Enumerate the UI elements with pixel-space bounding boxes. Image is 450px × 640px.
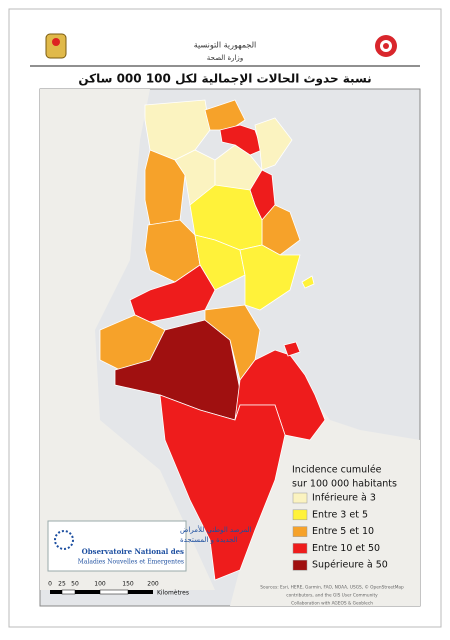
legend-swatch xyxy=(292,492,308,504)
scale-label: 200 xyxy=(147,581,159,588)
observatory-logo-box xyxy=(47,520,187,572)
tunisia-emblem xyxy=(45,33,67,59)
legend-label: Supérieure à 50 xyxy=(312,560,388,571)
scale-label: 0 xyxy=(48,581,52,588)
governorate xyxy=(219,124,263,156)
legend-swatch xyxy=(292,543,308,554)
map-title: نسبة حدوث الحالات الإجمالية لكل 100 000 … xyxy=(78,72,371,87)
logo-french: Maladies Nouvelles et Emergentes xyxy=(78,559,184,566)
sources: Sources: Esri, HERE, Garmin, FAO, NOAA, … xyxy=(260,584,404,607)
legend-label: Entre 3 et 5 xyxy=(312,509,368,520)
governorate xyxy=(144,149,186,226)
legend-title: sur 100 000 habitants xyxy=(292,479,397,490)
ministry-logo xyxy=(375,35,397,57)
logo-french: Observatoire National des xyxy=(82,547,184,556)
header-ministry: وزارة الصحة xyxy=(207,54,243,62)
source-line: contributors, and the GIS User Community xyxy=(286,593,378,599)
source-line: Collaboration with AGEOS & Geoblech xyxy=(291,601,373,607)
regions xyxy=(99,99,326,581)
governorate xyxy=(254,117,293,171)
governorate xyxy=(239,244,301,311)
source-line: Sources: Esri, HERE, Garmin, FAO, NOAA, … xyxy=(260,584,404,591)
governorate xyxy=(159,394,286,581)
governorate xyxy=(204,99,246,131)
observatory-emblem xyxy=(54,530,74,550)
legend-swatch xyxy=(292,559,308,571)
header-country: الجمهورية التونسية xyxy=(194,41,256,50)
scale-unit: Kilomètres xyxy=(157,590,189,597)
algeria-land xyxy=(40,89,215,590)
logo-arabic: المرصد الوطني للأمراض xyxy=(180,525,252,534)
governorate xyxy=(283,341,301,357)
scale-label: 50 xyxy=(71,581,79,588)
legend-label: Entre 10 et 50 xyxy=(312,543,380,554)
governorate xyxy=(204,304,261,381)
legend: Incidence cumulée sur 100 000 habitants … xyxy=(292,465,397,571)
legend-label: Inférieure à 3 xyxy=(312,493,376,504)
governorate xyxy=(301,275,315,289)
scale-label: 150 xyxy=(122,581,134,588)
scale-label: 100 xyxy=(94,581,106,588)
legend-title: Incidence cumulée xyxy=(292,465,382,476)
libya-land xyxy=(230,380,420,606)
legend-swatch xyxy=(292,526,308,537)
scale-bar: 0 25 50 100 150 200 Kilomètres xyxy=(48,581,189,597)
scale-label: 25 xyxy=(58,581,66,588)
legend-label: Entre 5 et 10 xyxy=(312,526,374,537)
legend-swatch xyxy=(292,509,308,521)
logo-arabic: الجديدة و المستجدة xyxy=(180,536,238,544)
